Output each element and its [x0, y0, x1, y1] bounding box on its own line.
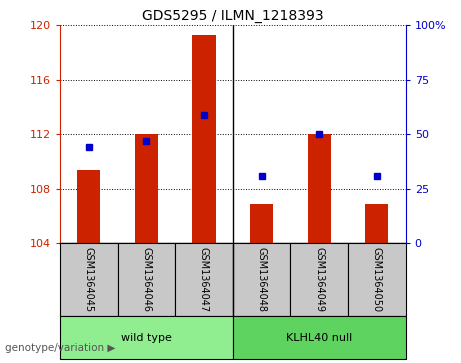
Bar [233, 316, 406, 359]
Bar [250, 204, 273, 243]
Bar [60, 316, 233, 359]
Bar [175, 243, 233, 316]
Text: wild type: wild type [121, 333, 172, 343]
Text: KLHL40 null: KLHL40 null [286, 333, 352, 343]
Text: GSM1364046: GSM1364046 [142, 247, 151, 312]
Text: GSM1364049: GSM1364049 [314, 247, 324, 312]
Bar [365, 204, 388, 243]
Text: genotype/variation ▶: genotype/variation ▶ [5, 343, 115, 354]
Bar [135, 134, 158, 243]
Bar [348, 243, 406, 316]
Title: GDS5295 / ILMN_1218393: GDS5295 / ILMN_1218393 [142, 9, 324, 23]
Bar [290, 243, 348, 316]
Bar [193, 35, 216, 243]
Bar [60, 243, 118, 316]
Text: GSM1364050: GSM1364050 [372, 247, 382, 312]
Text: GSM1364047: GSM1364047 [199, 247, 209, 312]
Bar [118, 243, 175, 316]
Text: GSM1364048: GSM1364048 [257, 247, 266, 312]
Text: GSM1364045: GSM1364045 [84, 247, 94, 312]
Bar [233, 243, 290, 316]
Bar [77, 170, 100, 243]
Bar [308, 134, 331, 243]
